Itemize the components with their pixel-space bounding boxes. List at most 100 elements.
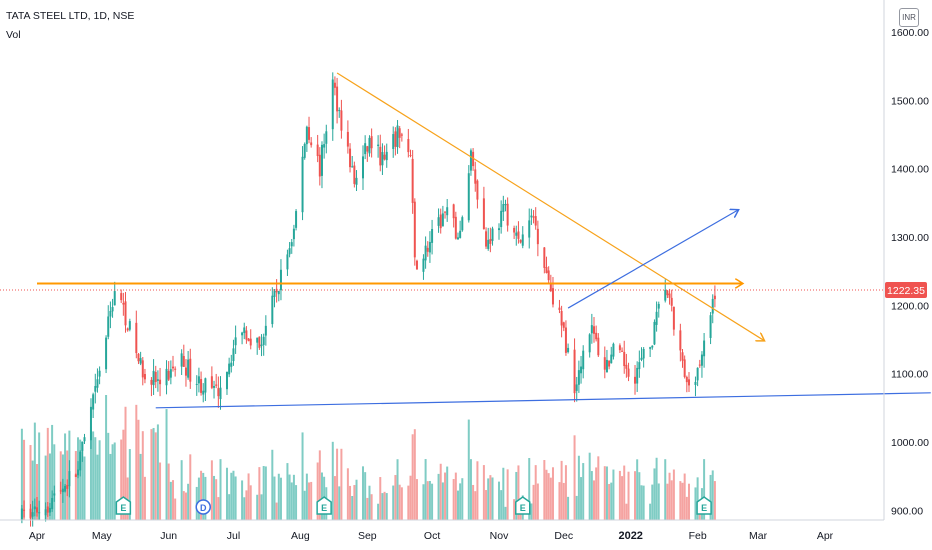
volume-bar (441, 482, 444, 520)
volume-bar (575, 495, 578, 520)
candle (353, 161, 356, 188)
volume-bar (467, 419, 470, 520)
candle (713, 285, 716, 308)
time-axis[interactable]: Apr May Jun Jul Aug Sep Oct Nov Dec 2022 Feb Mar Apr (29, 530, 834, 542)
volume-bar (94, 437, 97, 520)
volume-bar (549, 477, 552, 520)
volume-bar (189, 454, 192, 520)
candle (653, 319, 656, 346)
volume-bar (318, 450, 321, 520)
volume-bar (305, 473, 308, 520)
volume-bar (439, 463, 442, 520)
volume-bar (655, 457, 658, 520)
volume-bar (152, 427, 155, 520)
volume-bar (681, 482, 684, 520)
candle (534, 207, 537, 230)
candle (107, 305, 110, 340)
volume-bar (79, 439, 82, 520)
candle (657, 301, 660, 318)
candle (597, 333, 600, 357)
volume-indicator-label[interactable]: Vol (6, 29, 21, 41)
candle (489, 227, 492, 253)
volume-bar (379, 477, 382, 520)
candle (625, 353, 628, 378)
candle (204, 377, 207, 402)
candle (189, 348, 192, 389)
candle (172, 355, 175, 372)
y-tick-label: 1300.00 (891, 232, 929, 244)
volume-bar (672, 469, 675, 520)
candle (156, 370, 159, 392)
volume-bar (361, 466, 364, 520)
y-tick-label: 1500.00 (891, 95, 929, 107)
earnings-marker[interactable]: E (115, 496, 132, 515)
volume-bar (202, 472, 205, 520)
volume-bar (150, 429, 153, 520)
volume-bar (437, 473, 440, 520)
candle (528, 208, 531, 249)
candle (210, 366, 213, 390)
chart-title: TATA STEEL LTD, 1D, NSE (6, 10, 135, 22)
candle (398, 125, 401, 149)
candle (679, 323, 682, 362)
svg-text:E: E (520, 503, 526, 513)
candle (126, 327, 129, 332)
volume-bar (366, 497, 369, 520)
volume-bar (605, 466, 608, 520)
volume-bar (23, 439, 26, 520)
volume-bar (247, 473, 250, 520)
volume-bar (48, 453, 51, 520)
volume-bar (588, 452, 591, 520)
volume-bar (502, 467, 505, 520)
trendline[interactable] (336, 72, 764, 341)
volume-bar (506, 469, 509, 520)
volume-bar (431, 483, 434, 520)
volume-bar (20, 428, 23, 520)
candle (459, 220, 462, 239)
candle (346, 120, 349, 154)
volume-bar (392, 485, 395, 520)
volume-bar (411, 434, 414, 520)
earnings-marker[interactable]: E (316, 496, 332, 515)
earnings-marker[interactable]: E (696, 496, 712, 515)
candle (472, 148, 475, 171)
candle (618, 343, 621, 353)
candle (109, 301, 112, 329)
x-tick-label: May (92, 530, 113, 542)
volume-bar (277, 473, 280, 520)
last-price-label: 1222.35 (0, 282, 927, 299)
volume-bar (400, 487, 403, 520)
candle (243, 322, 246, 340)
volume-bar (666, 483, 669, 520)
price-axis[interactable]: 1600.00 1500.00 1400.00 1300.00 1200.00 1100.… (891, 27, 929, 517)
candle (83, 433, 86, 444)
volume-bar (377, 503, 380, 520)
trendline[interactable] (567, 210, 739, 309)
candle (187, 351, 190, 380)
volume-bar (107, 432, 110, 520)
dividend-marker[interactable]: D (195, 499, 211, 515)
volume-bar (232, 470, 235, 520)
trendline[interactable] (155, 392, 931, 409)
currency-button[interactable]: INR (899, 8, 919, 27)
candle (184, 359, 187, 387)
volume-bar (685, 496, 688, 520)
candle (655, 301, 658, 332)
volume-bar (180, 460, 183, 520)
trendlines (37, 72, 931, 409)
candle (143, 368, 146, 384)
volume-bar (534, 465, 537, 520)
candle (636, 361, 639, 392)
earnings-marker[interactable]: E (515, 496, 531, 515)
volume-bar (517, 465, 520, 520)
candle (467, 165, 470, 223)
candle (249, 329, 252, 350)
candle (340, 99, 343, 139)
candle (61, 478, 64, 503)
candle (422, 254, 425, 280)
volume-bar (368, 485, 371, 520)
volume-bar (288, 474, 291, 520)
candle (36, 497, 38, 517)
candle (213, 380, 216, 399)
